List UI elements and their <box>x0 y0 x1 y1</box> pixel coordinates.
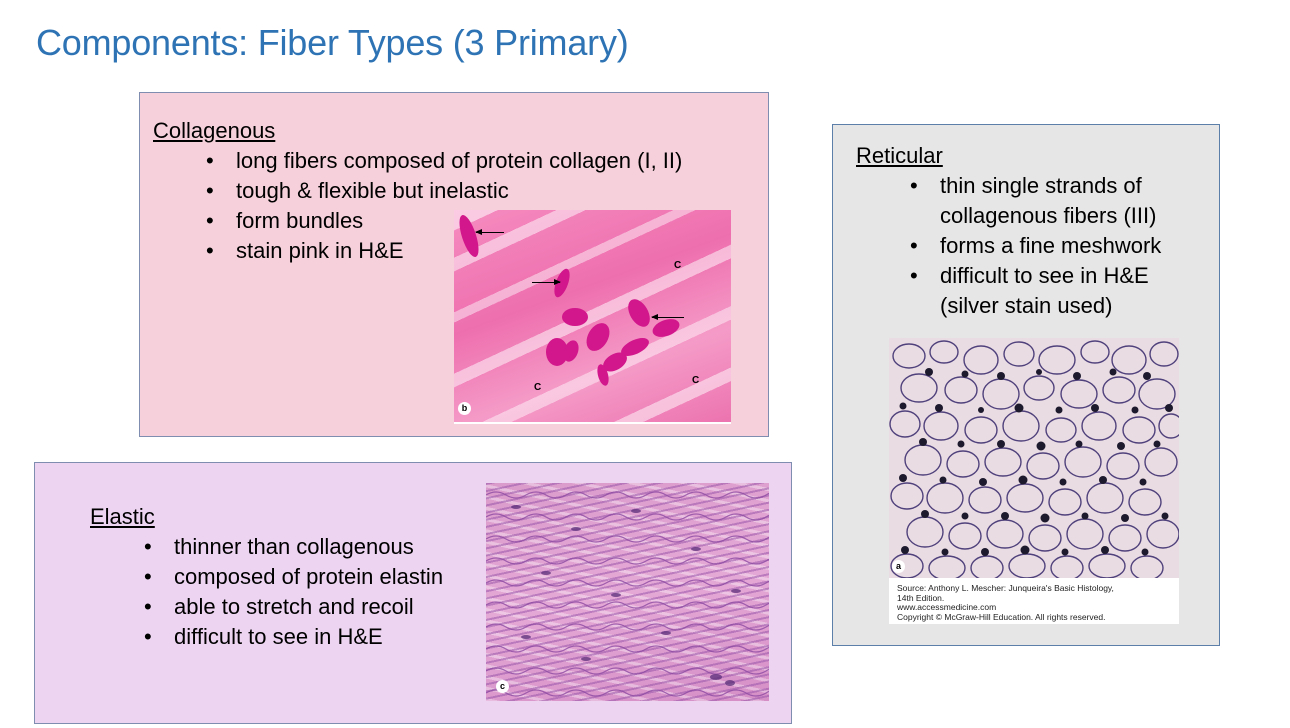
collagenous-bullet: long fibers composed of protein collagen… <box>206 146 682 176</box>
nucleus <box>623 295 655 331</box>
arrow-icon <box>475 229 504 235</box>
elastic-heading: Elastic <box>90 504 155 529</box>
reticular-micrograph: a Source: Anthony L. Mescher: Junqueira'… <box>889 338 1179 624</box>
micrograph-label: C <box>692 375 700 386</box>
collagenous-heading: Collagenous <box>153 118 276 143</box>
micrograph-corner-label: a <box>892 560 905 573</box>
arrow-icon <box>651 314 684 320</box>
collagenous-bullet: tough & flexible but inelastic <box>206 176 682 206</box>
reticular-bullet-list: thin single strands of collagenous fiber… <box>910 171 1210 321</box>
arrow-icon <box>532 279 561 285</box>
nucleus <box>455 212 483 260</box>
nucleus <box>562 308 588 326</box>
reticular-bullet: thin single strands of collagenous fiber… <box>910 171 1210 231</box>
collagenous-bullet-list: long fibers composed of protein collagen… <box>206 146 682 266</box>
citation-line: Copyright © McGraw-Hill Education. All r… <box>897 611 1106 622</box>
nucleus <box>581 319 615 355</box>
elastic-micrograph: c <box>486 483 769 701</box>
reticular-mesh-image <box>889 338 1179 578</box>
citation-line: Source: Anthony L. Mescher: Junqueira's … <box>897 583 1114 593</box>
elastic-bullet: composed of protein elastin <box>144 562 443 592</box>
elastic-bullet: able to stretch and recoil <box>144 592 443 622</box>
slide-title: Components: Fiber Types (3 Primary) <box>36 22 629 63</box>
micrograph-label: C <box>534 382 542 393</box>
nucleus <box>618 334 652 360</box>
collagenous-bullet: stain pink in H&E <box>206 236 682 266</box>
elastic-bullet-list: thinner than collagenous composed of pro… <box>144 532 443 652</box>
elastic-bullet: thinner than collagenous <box>144 532 443 562</box>
collagen-micrograph: C C C b <box>454 210 731 424</box>
citation-line: 14th Edition. <box>897 592 945 603</box>
micrograph-corner-label: b <box>458 402 471 415</box>
elastic-fiber-waves <box>486 491 769 697</box>
citation-line: www.accessmedicine.com <box>897 602 997 612</box>
image-source-citation: Source: Anthony L. Mescher: Junqueira's … <box>897 583 1177 622</box>
micrograph-corner-label: c <box>496 680 509 693</box>
micrograph-label: C <box>674 260 682 271</box>
nucleus <box>546 338 568 366</box>
elastic-bullet: difficult to see in H&E <box>144 622 443 652</box>
collagenous-bullet: form bundles <box>206 206 682 236</box>
reticular-heading: Reticular <box>856 143 943 168</box>
reticular-bullet: forms a fine meshwork <box>910 231 1210 261</box>
reticular-bullet: difficult to see in H&E (silver stain us… <box>910 261 1210 321</box>
